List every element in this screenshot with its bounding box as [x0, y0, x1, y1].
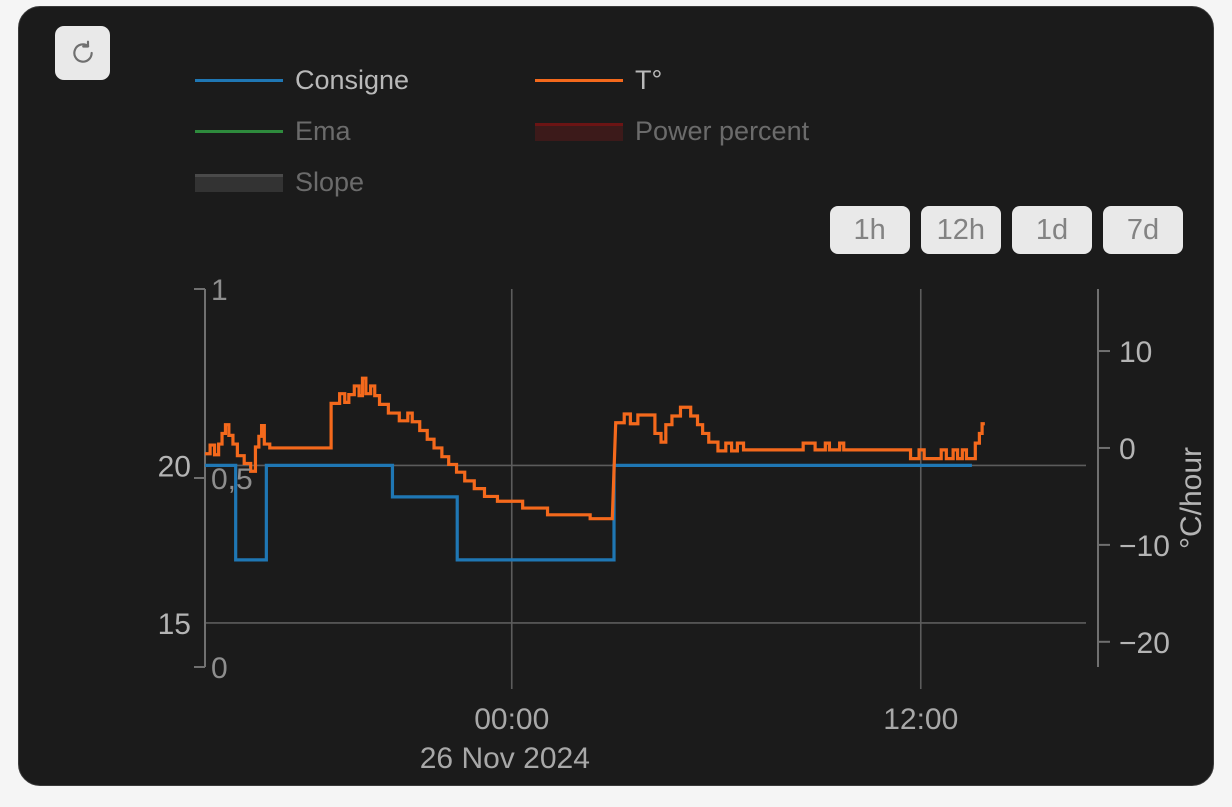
y-tick-label-slope: −10 — [1119, 530, 1170, 563]
y-tick-label-temperature: 15 — [158, 608, 191, 641]
legend-item-slope[interactable]: Slope — [195, 169, 535, 196]
x-tick-label: 12:00 — [883, 703, 958, 736]
chart-card: Consigne T° Ema Power percent Slope — [18, 6, 1214, 786]
x-tick-label: 00:00 — [474, 703, 549, 736]
y-tick-label-slope: 10 — [1119, 336, 1152, 369]
time-range-button-group: 1h 12h 1d 7d — [829, 206, 1183, 254]
legend-row: Slope — [195, 157, 1095, 208]
legend-swatch-power-percent — [535, 122, 623, 141]
legend-label-power-percent: Power percent — [635, 116, 810, 146]
series-line-consigne — [205, 463, 972, 562]
range-button-1d[interactable]: 1d — [1012, 206, 1092, 254]
range-button-12h[interactable]: 12h — [920, 206, 1001, 254]
chart-plot[interactable]: 20 15 00:00 12:00 26 Nov 2024 1 0,5 0 10 0 −10 −20 °… — [19, 7, 1213, 785]
chart-legend: Consigne T° Ema Power percent Slope — [195, 55, 1095, 208]
chart-series — [205, 376, 985, 562]
range-button-7d[interactable]: 7d — [1103, 206, 1183, 254]
legend-item-power-percent[interactable]: Power percent — [535, 118, 955, 145]
y-tick-label-power: 0,5 — [211, 463, 253, 496]
legend-label-consigne: Consigne — [295, 65, 410, 95]
range-button-1h[interactable]: 1h — [829, 206, 910, 254]
y-tick-label-temperature: 20 — [158, 450, 191, 483]
x-axis-date-label: 26 Nov 2024 — [420, 742, 590, 775]
legend-label-ema: Ema — [295, 116, 351, 146]
legend-item-ema[interactable]: Ema — [195, 118, 535, 145]
chart-svg: 20 15 00:00 12:00 26 Nov 2024 1 0,5 0 10 0 −10 −20 °… — [158, 274, 1208, 775]
y-tick-label-power: 0 — [211, 652, 228, 685]
refresh-icon — [70, 40, 96, 66]
legend-swatch-slope — [195, 173, 283, 192]
legend-swatch-consigne — [195, 79, 283, 82]
legend-label-slope: Slope — [295, 167, 365, 197]
legend-item-temperature[interactable]: T° — [535, 67, 955, 94]
legend-row: Consigne T° — [195, 55, 1095, 106]
chart-tick-labels: 20 15 00:00 12:00 26 Nov 2024 1 0,5 0 10 0 −10 −20 °… — [158, 274, 1208, 775]
legend-item-consigne[interactable]: Consigne — [195, 67, 535, 94]
legend-label-temperature: T° — [635, 65, 663, 95]
y-tick-label-power: 1 — [211, 274, 228, 307]
series-line-t — [205, 376, 985, 521]
y-axis-title-slope: °C/hour — [1175, 447, 1208, 549]
chart-gridlines — [205, 289, 1086, 689]
y-tick-label-slope: 0 — [1119, 433, 1136, 466]
y-tick-label-slope: −20 — [1119, 627, 1170, 660]
chart-axes — [194, 288, 1110, 668]
legend-swatch-ema — [195, 130, 283, 133]
legend-swatch-temperature — [535, 79, 623, 82]
legend-row: Ema Power percent — [195, 106, 1095, 157]
refresh-button[interactable] — [55, 26, 110, 80]
